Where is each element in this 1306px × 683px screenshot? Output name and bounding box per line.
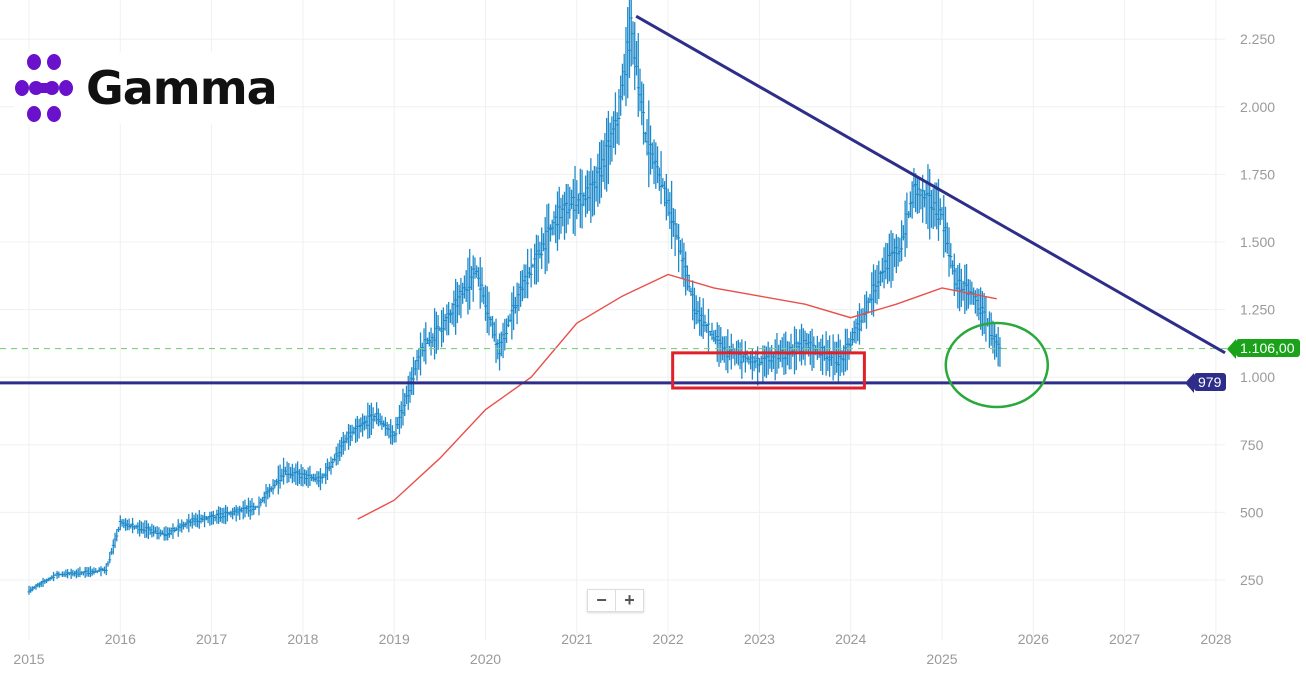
x-tick-label: 2015	[13, 651, 44, 667]
y-axis: 250 500 750 1.000 1.250 1.500 1.750 2.000 2.250	[1240, 31, 1275, 588]
y-tick-label: 2.000	[1240, 99, 1275, 115]
y-tick-label: 750	[1240, 437, 1264, 453]
x-tick-label: 2027	[1109, 631, 1140, 647]
y-tick-label: 250	[1240, 572, 1264, 588]
x-tick-label: 2028	[1200, 631, 1231, 647]
y-tick-label: 500	[1240, 504, 1264, 520]
y-tick-label: 1.750	[1240, 166, 1275, 182]
x-tick-label: 2026	[1018, 631, 1049, 647]
x-tick-label: 2022	[653, 631, 684, 647]
x-tick-label: 2023	[744, 631, 775, 647]
zoom-out-button[interactable]: −	[596, 590, 607, 610]
x-tick-label: 2019	[379, 631, 410, 647]
gamma-logo-icon	[15, 54, 73, 122]
x-tick-label: 2025	[926, 651, 957, 667]
y-tick-label: 1.000	[1240, 369, 1275, 385]
price-series	[27, 0, 1002, 595]
x-tick-label: 2020	[470, 651, 501, 667]
moving-average-line	[357, 273, 997, 520]
consolidation-box[interactable]	[671, 351, 866, 390]
x-tick-label: 2017	[196, 631, 227, 647]
logo-text: Gamma	[86, 61, 278, 115]
support-level-label: 979	[1184, 373, 1227, 393]
zoom-controls: − +	[587, 589, 644, 612]
gamma-logo: Gamma	[14, 52, 278, 124]
x-axis: 2015 2016 2017 2018 2019 2020 2021 2022 2023 2024…	[13, 631, 1231, 667]
x-tick-label: 2021	[561, 631, 592, 647]
y-tick-label: 1.250	[1240, 302, 1275, 318]
zoom-in-button[interactable]: +	[615, 590, 643, 611]
x-tick-label: 2024	[835, 631, 866, 647]
trendline[interactable]	[635, 14, 1226, 355]
highlight-ellipse[interactable]	[944, 321, 1050, 409]
x-tick-label: 2016	[105, 631, 136, 647]
x-tick-label: 2018	[287, 631, 318, 647]
y-tick-label: 1.500	[1240, 234, 1275, 250]
y-tick-label: 2.250	[1240, 31, 1275, 47]
last-price-label: 1.106,00	[1227, 339, 1300, 359]
